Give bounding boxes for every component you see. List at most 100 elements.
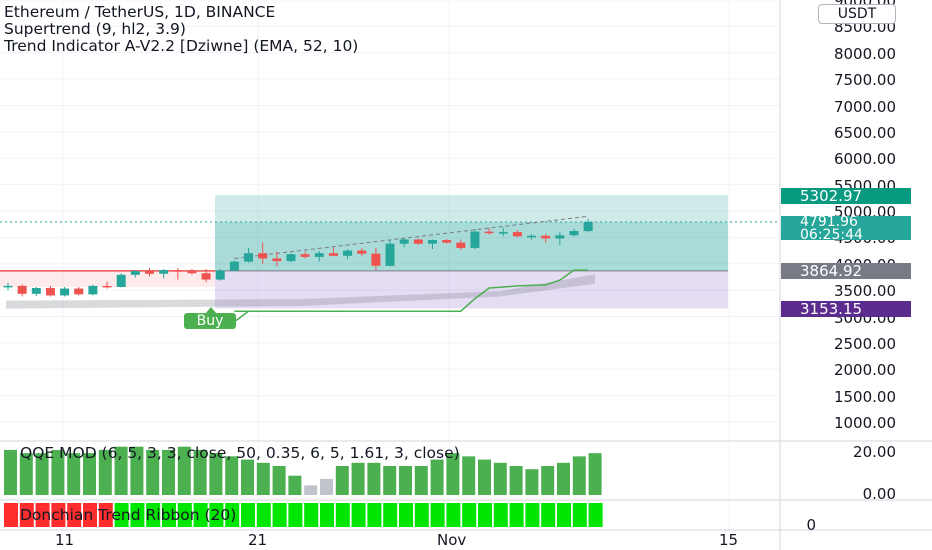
donchian-cell (288, 503, 303, 527)
donchian-cell (51, 503, 66, 527)
candle-body (31, 288, 41, 294)
trend-indicator-legend[interactable]: Trend Indicator A-V2.2 [Dziwne] (EMA, 52… (4, 37, 359, 55)
candle-body (470, 231, 480, 248)
donchian-cell (130, 503, 145, 527)
donchian-legend[interactable]: Donchian Trend Ribbon (20) (20, 506, 237, 524)
donchian-cell (83, 503, 97, 527)
qqe-bar (572, 456, 586, 495)
qqe-bar (320, 478, 333, 495)
qqe-bar (541, 466, 555, 495)
time-tick-21: 21 (248, 531, 268, 549)
price-tick: 7000.00 (833, 97, 896, 116)
price-tick: 6000.00 (833, 150, 896, 169)
candle-body (527, 235, 537, 238)
qqe-bar (525, 469, 539, 495)
qqe-bar (414, 466, 428, 495)
donchian-cell (209, 503, 224, 527)
qqe-bar (193, 449, 207, 495)
target-price-tag: 5302.97 (781, 188, 911, 204)
candle-body (413, 239, 423, 244)
donchian-cell (67, 503, 82, 527)
donchian-cell (462, 503, 477, 527)
projection-line (234, 215, 589, 259)
donchian-cell (114, 503, 129, 527)
donchian-cell (146, 503, 161, 527)
candlestick-series (3, 218, 593, 297)
donchian-cell (162, 503, 176, 527)
candle-body (300, 254, 310, 257)
qqe-bar (367, 462, 381, 495)
qqe-bar (399, 466, 412, 495)
donchian-cell (383, 503, 398, 527)
qqe-bar (446, 453, 460, 495)
qqe-bar (557, 462, 570, 495)
qqe-bar (83, 453, 96, 495)
donchian-cell (19, 503, 34, 527)
qqe-bar (462, 456, 476, 495)
stop-price-tag: 3153.15 (781, 301, 911, 317)
price-tick: 2000.00 (833, 361, 896, 380)
qqe-bar (146, 449, 160, 495)
qqe-bar (588, 453, 602, 495)
candle-body (17, 285, 27, 294)
supertrend-line (233, 269, 589, 323)
qqe-legend[interactable]: QQE MOD (6, 5, 3, 3, close, 50, 0.35, 6,… (20, 444, 460, 462)
candle-body (116, 274, 126, 287)
donchian-cell (304, 503, 319, 527)
donchian-cell (430, 503, 445, 527)
time-tick-nov: Nov (437, 531, 467, 549)
qqe-bar (335, 466, 349, 495)
donchian-cell (525, 503, 540, 527)
candle-body (399, 239, 409, 244)
donchian-cell (335, 503, 350, 527)
chart-grid (0, 0, 780, 530)
qqe-bar (51, 449, 65, 495)
candle-body (45, 288, 55, 296)
time-tick-15: 15 (719, 531, 739, 549)
buy-signal-text: Buy (196, 313, 224, 329)
trend-indicator-band (6, 215, 595, 309)
entry-price-tag: 3864.92 (781, 263, 911, 279)
candle-body (201, 273, 211, 280)
candle-body (385, 243, 395, 266)
qqe-bar (114, 446, 128, 495)
candle-body (328, 253, 338, 256)
donchian-cell (351, 503, 366, 527)
donchian-tick-0: 0 (806, 516, 816, 534)
donchian-cell (572, 503, 587, 527)
candle-body (583, 222, 593, 232)
candle-body (442, 240, 452, 243)
candle-body (145, 271, 154, 274)
donchian-cell (320, 503, 334, 527)
price-tick: 2500.00 (833, 334, 896, 353)
candle-body (173, 270, 183, 272)
time-tick-11: 11 (55, 531, 75, 549)
supertrend-legend[interactable]: Supertrend (9, hl2, 3.9) (4, 20, 186, 38)
donchian-cell (557, 503, 571, 527)
price-tick: 6500.00 (833, 123, 896, 142)
qqe-bar (209, 453, 223, 495)
donchian-ribbon (4, 503, 603, 527)
price-tick: 3500.00 (833, 282, 896, 301)
donchian-cell (446, 503, 461, 527)
qqe-tick-20: 20.00 (853, 443, 896, 461)
qqe-bar (430, 459, 444, 495)
qqe-bar (225, 456, 239, 495)
symbol-title[interactable]: Ethereum / TetherUS, 1D, BINANCE (4, 3, 276, 21)
qqe-bar (493, 462, 507, 495)
candle-body (498, 232, 508, 234)
donchian-cell (241, 503, 255, 527)
candle-body (74, 288, 84, 295)
candle-body (229, 261, 239, 271)
candle-body (541, 235, 551, 239)
qqe-bar (478, 459, 491, 495)
current-price-tag: 4791.96 06:25:44 (781, 215, 911, 242)
currency-badge[interactable]: USDT (818, 4, 896, 24)
donchian-cell (193, 503, 208, 527)
donchian-cell (493, 503, 508, 527)
currency-label: USDT (837, 6, 877, 22)
candle-body (343, 250, 353, 256)
qqe-bar (162, 449, 175, 495)
